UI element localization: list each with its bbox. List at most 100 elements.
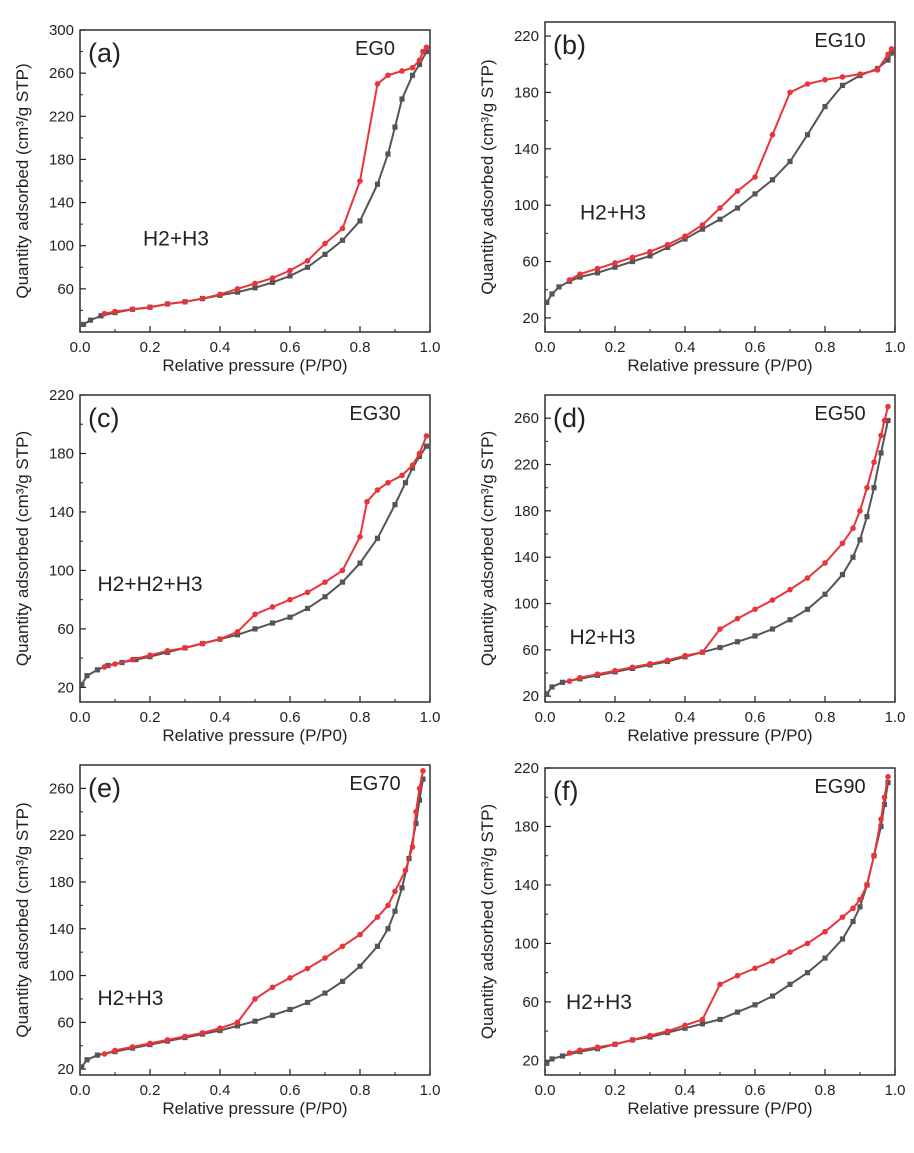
adsorption-point (881, 801, 888, 808)
desorption-point (374, 81, 381, 87)
x-axis-title: Relative pressure (P/P0) (162, 356, 347, 375)
desorption-point (374, 914, 381, 920)
adsorption-point (769, 993, 776, 999)
chart-panel-a: 0.0 0.2 0.4 0.6 0.8 1.0 60 100 140 180 220 260 300 Re… (13, 22, 440, 375)
chart-panel-f: 0.0 0.2 0.4 0.6 0.8 1.0 20 60 100 140 180 220 Relati… (478, 760, 905, 1118)
desorption-point (147, 652, 153, 659)
adsorption-line (545, 52, 893, 303)
x-tick-label: 0.8 (815, 339, 836, 356)
adsorption-point (544, 691, 550, 697)
desorption-point (385, 902, 391, 909)
panel-label: (b) (553, 30, 586, 60)
desorption-point (112, 661, 118, 667)
adsorption-point (234, 289, 241, 295)
chart-panel-d: 0.0 0.2 0.4 0.6 0.8 1.0 20 60 100 140 180 220 260 Rel… (478, 394, 905, 745)
desorption-point (881, 794, 888, 801)
desorption-point (164, 648, 171, 654)
adsorption-point (885, 417, 891, 424)
x-tick-label: 0.4 (210, 1082, 231, 1099)
adsorption-point (857, 537, 863, 543)
desorption-point (594, 671, 601, 677)
adsorption-point (287, 1006, 293, 1013)
desorption-point (129, 306, 136, 313)
x-tick-label: 1.0 (420, 709, 441, 726)
desorption-point (182, 645, 188, 651)
adsorption-point (822, 591, 828, 597)
desorption-point (416, 57, 423, 63)
y-tick-label: 220 (514, 28, 539, 45)
adsorption-point (850, 918, 856, 925)
y-axis-title: Quantity adsorbed (cm³/g STP) (478, 431, 497, 666)
desorption-point (402, 867, 409, 874)
adsorption-point (864, 514, 870, 520)
adsorption-point (544, 1060, 550, 1066)
x-tick-label: 1.0 (885, 1082, 906, 1099)
y-tick-label: 180 (49, 874, 74, 891)
y-tick-label: 220 (514, 760, 539, 777)
adsorption-point (752, 633, 758, 639)
panel-label: (d) (553, 403, 586, 433)
adsorption-point (787, 617, 793, 623)
y-axis-title: Quantity adsorbed (cm³/g STP) (13, 431, 32, 666)
desorption-line (569, 776, 889, 1055)
desorption-point (769, 131, 776, 138)
desorption-line (104, 435, 428, 668)
desorption-point (357, 534, 363, 540)
adsorption-point (399, 96, 405, 102)
desorption-point (699, 1016, 706, 1023)
y-tick-label: 20 (522, 1052, 539, 1069)
adsorption-point (304, 999, 311, 1006)
desorption-point (717, 626, 723, 632)
adsorption-point (339, 978, 346, 985)
sample-label: EG10 (814, 30, 865, 52)
y-tick-label: 20 (57, 1061, 74, 1078)
y-tick-label: 140 (49, 195, 74, 212)
y-axis-title: Quantity adsorbed (cm³/g STP) (13, 802, 32, 1037)
adsorption-point (252, 1018, 258, 1024)
desorption-point (164, 301, 171, 307)
adsorption-point (549, 291, 555, 297)
desorption-point (629, 664, 636, 671)
desorption-point (252, 280, 258, 287)
adsorption-point (559, 1053, 566, 1059)
x-tick-label: 0.2 (140, 709, 161, 726)
adsorption-point (79, 1064, 85, 1070)
adsorption-point (287, 273, 293, 279)
desorption-point (629, 254, 636, 261)
adsorption-point (769, 626, 776, 632)
adsorption-point (787, 981, 793, 987)
desorption-point (409, 462, 416, 468)
desorption-point (322, 240, 328, 247)
desorption-point (416, 450, 423, 457)
y-tick-label: 60 (522, 994, 539, 1011)
desorption-point (612, 1041, 618, 1048)
hysteresis-annotation: H2+H3 (570, 626, 636, 649)
adsorption-point (769, 177, 776, 183)
plot-frame (79, 394, 431, 703)
desorption-point (577, 1047, 583, 1053)
desorption-line (569, 406, 889, 683)
desorption-point (217, 1025, 223, 1032)
desorption-point (752, 174, 758, 180)
adsorption-point (878, 823, 884, 830)
y-tick-label: 100 (514, 596, 539, 613)
chart-panel-e: 0.0 0.2 0.4 0.6 0.8 1.0 20 60 100 140 180 220 260 Rel… (13, 764, 440, 1118)
y-tick-label: 220 (49, 108, 74, 125)
sample-label: EG50 (814, 403, 865, 425)
y-tick-label: 220 (49, 387, 74, 404)
panel-label: (a) (88, 38, 121, 68)
desorption-point (399, 472, 405, 479)
y-tick-label: 220 (514, 457, 539, 474)
x-tick-label: 0.4 (675, 709, 696, 726)
desorption-point (885, 773, 891, 780)
adsorption-point (822, 955, 828, 961)
desorption-point (392, 888, 398, 895)
adsorption-point (664, 244, 671, 251)
y-tick-label: 20 (57, 679, 74, 696)
desorption-point (234, 629, 241, 635)
x-tick-label: 0.0 (70, 339, 91, 356)
x-tick-label: 0.0 (70, 1082, 91, 1099)
x-tick-label: 0.0 (535, 1082, 556, 1099)
sample-label: EG70 (349, 773, 400, 795)
desorption-point (566, 1050, 573, 1056)
